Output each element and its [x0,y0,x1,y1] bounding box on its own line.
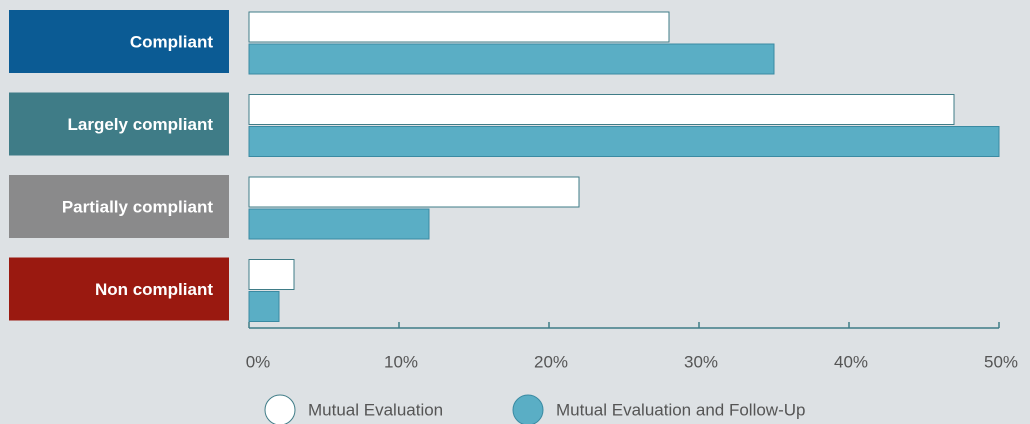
bar [248,43,775,75]
bar [248,176,580,208]
bar [248,208,430,240]
category-label: Largely compliant [68,115,214,134]
legend-swatch [264,394,296,424]
x-tick-label: 20% [534,352,568,371]
category-box [9,175,229,238]
x-tick-label: 30% [684,352,718,371]
legend-label: Mutual Evaluation and Follow-Up [556,400,805,419]
category-box [9,92,229,156]
category-box [9,10,229,73]
bar [248,291,280,322]
legend-label: Mutual Evaluation [308,400,443,419]
x-tick-label: 40% [834,352,868,371]
x-tick-label: 0% [246,352,271,371]
bar [248,126,1000,157]
category-label: Partially compliant [62,197,213,216]
bar [248,94,955,125]
x-tick-label: 50% [984,352,1018,371]
category-label: Compliant [130,32,213,51]
category-box [9,257,229,321]
x-tick-label: 10% [384,352,418,371]
legend-swatch [512,394,544,424]
bar [248,259,295,290]
category-label: Non compliant [95,280,213,299]
bar [248,11,670,43]
